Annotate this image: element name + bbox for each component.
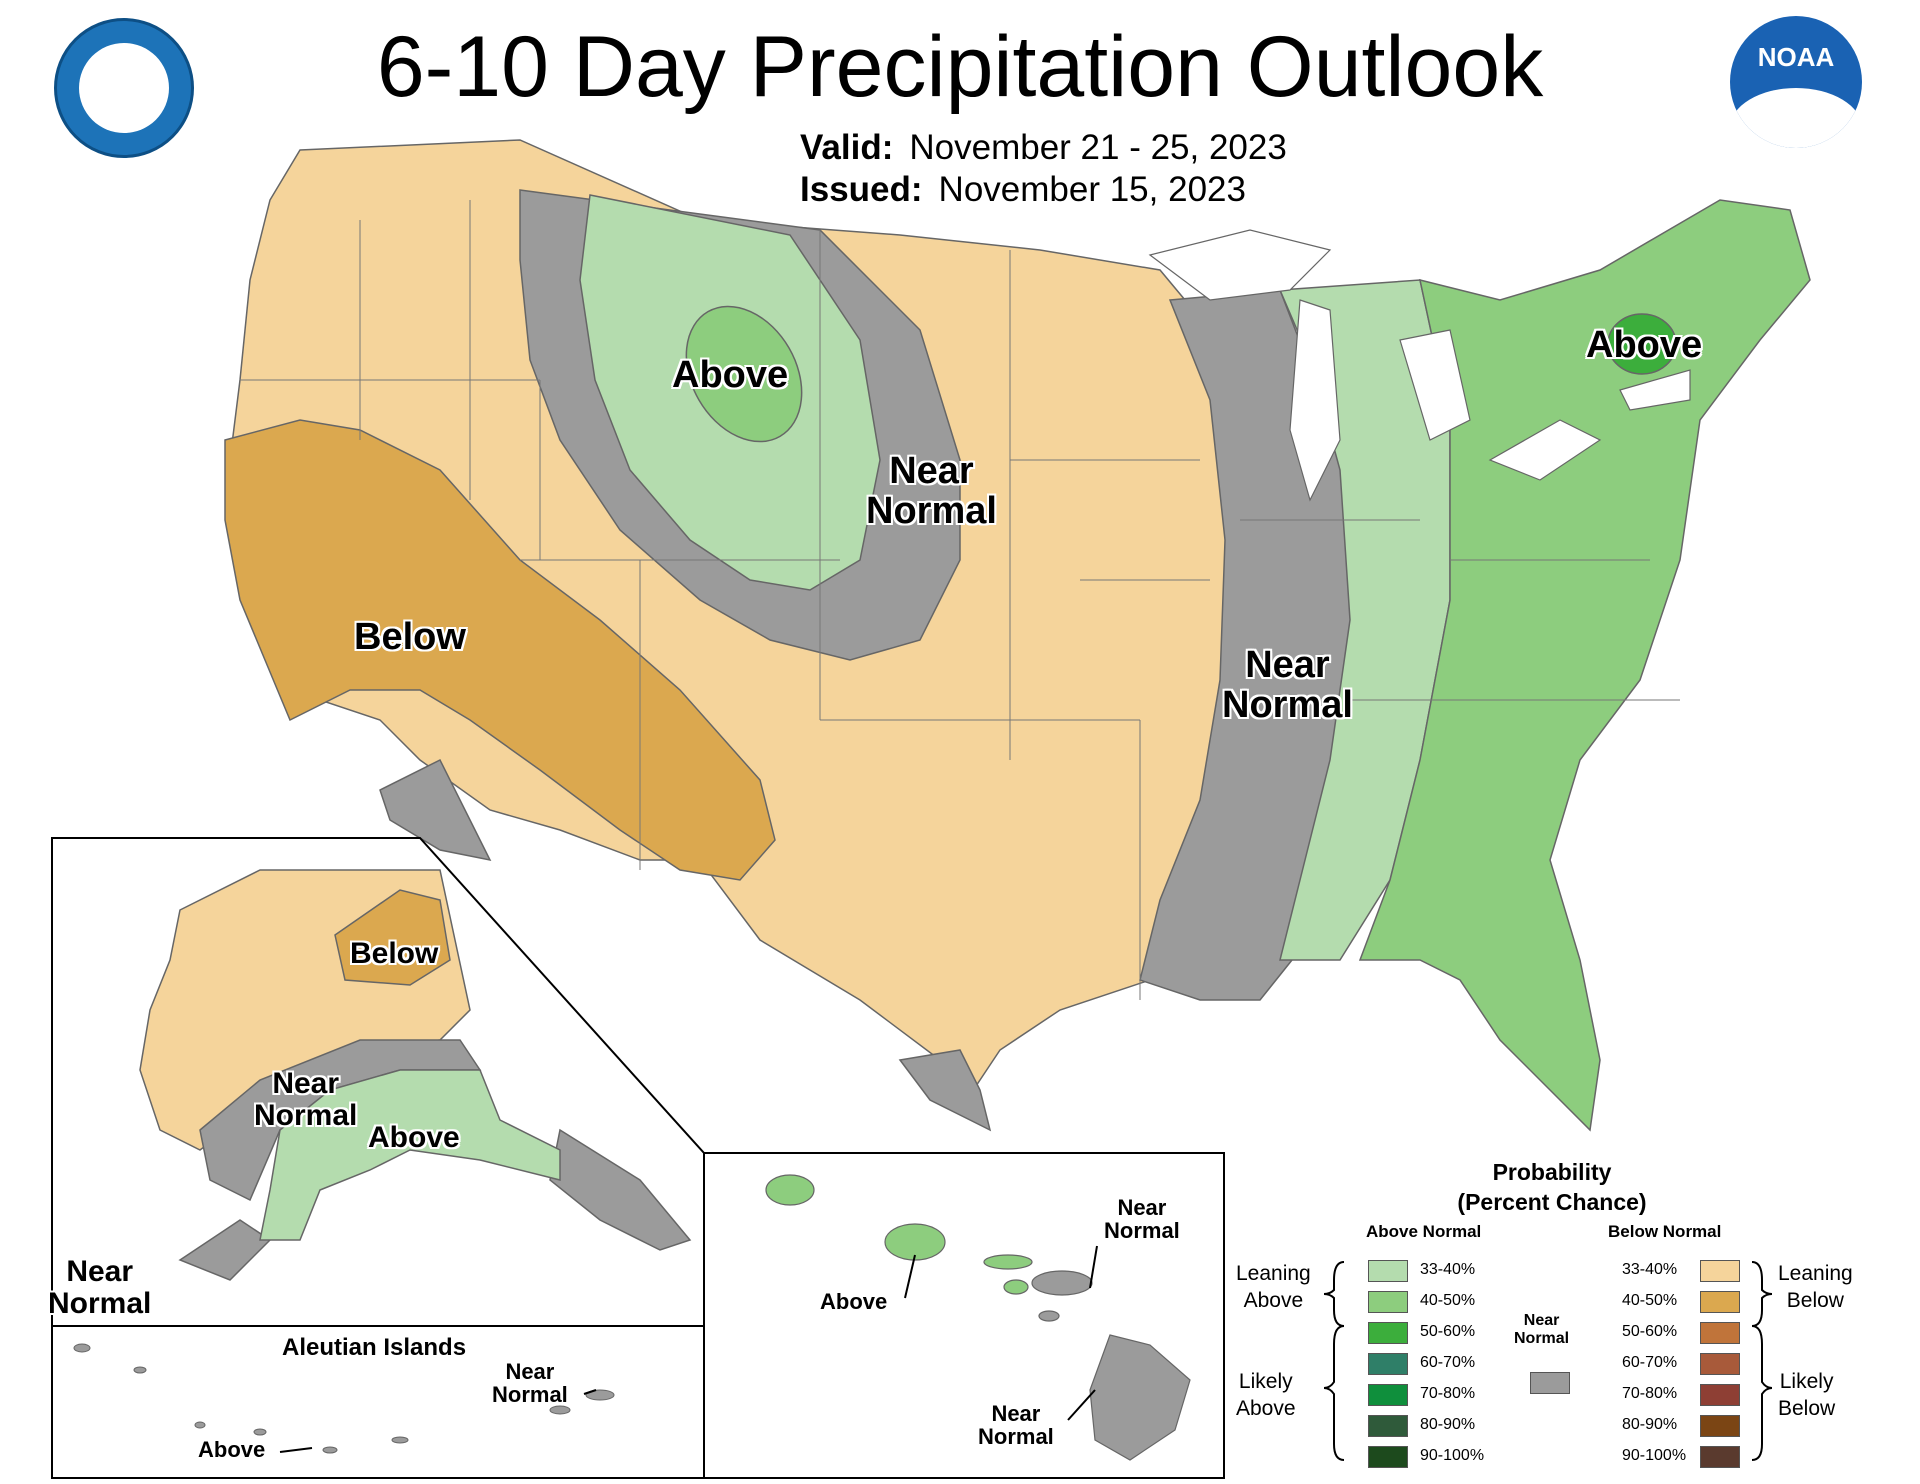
issued-date: Issued: November 15, 2023 (800, 170, 1246, 210)
hawaii-islands (765, 1174, 1191, 1461)
label-below-west: Below (354, 616, 466, 658)
legend-above-bin-label: 70-80% (1420, 1385, 1476, 1402)
valid-value: November 21 - 25, 2023 (909, 128, 1287, 167)
legend-below-bin-swatch (1700, 1260, 1740, 1282)
legend-above-bin-label: 90-100% (1420, 1447, 1485, 1464)
label-alaska-below: Below (350, 937, 439, 970)
legend-above-bin-swatch (1368, 1415, 1408, 1437)
alaska-above-region (259, 1069, 561, 1241)
legend-below-normal-heading: Below Normal (1608, 1222, 1722, 1241)
southwest-below-region (224, 419, 776, 881)
label-aleutian-near-normal: Near Normal (492, 1359, 568, 1408)
legend-above-bin-label: 60-70% (1420, 1354, 1476, 1371)
northern-above-core-region (685, 305, 803, 443)
noaa-logo-text: NOAA (1757, 42, 1835, 72)
south-texas-near-normal-region (898, 1049, 992, 1132)
legend-below-bin-swatch (1700, 1415, 1740, 1437)
southwest-near-normal-region (379, 758, 492, 862)
legend-above-bin-swatch (1368, 1384, 1408, 1406)
legend-above-bin-label: 50-60% (1420, 1323, 1476, 1340)
legend-leaning-below-label: Leaning Below (1778, 1262, 1853, 1313)
legend-below-bin-label: 50-60% (1622, 1323, 1678, 1340)
label-above-northeast: Above (1586, 324, 1703, 366)
valid-dates: Valid: November 21 - 25, 2023 (800, 128, 1287, 168)
legend-likely-above-label: Likely Above (1236, 1370, 1296, 1421)
great-lakes (1148, 229, 1691, 502)
label-aleutian-above: Above (198, 1437, 266, 1462)
legend-above-bin-swatch (1368, 1291, 1408, 1313)
legend-below-bin-label: 90-100% (1622, 1447, 1687, 1464)
legend-below-bin-label: 70-80% (1622, 1385, 1678, 1402)
label-hawaii-above: Above (820, 1289, 888, 1314)
legend-below-bin-swatch (1700, 1353, 1740, 1375)
label-alaska-near-normal-sw: Near Normal (48, 1255, 152, 1320)
legend-below-bin-swatch (1700, 1446, 1740, 1468)
east-above-region (1358, 199, 1811, 1132)
legend-below-bin-label: 33-40% (1622, 1261, 1678, 1278)
legend-near-normal-swatch (1530, 1372, 1570, 1394)
label-near-normal-north: Near Normal (866, 450, 997, 532)
legend-above-normal-heading: Above Normal (1366, 1222, 1482, 1241)
legend-leaning-above-label: Leaning Above (1236, 1262, 1311, 1313)
legend-above-bin-label: 80-90% (1420, 1416, 1476, 1433)
department-of-commerce-seal (54, 18, 194, 158)
label-leader-lines (279, 1245, 1098, 1453)
label-hawaii-near-normal-top: Near Normal (1104, 1195, 1180, 1244)
legend-below-bin-swatch (1700, 1384, 1740, 1406)
legend-above-bin-swatch (1368, 1322, 1408, 1344)
label-hawaii-near-normal-bottom: Near Normal (978, 1401, 1054, 1450)
aleutian-islands (73, 1343, 615, 1454)
legend-below-bin-label: 80-90% (1622, 1416, 1678, 1433)
aleutian-inset-frame (51, 1325, 705, 1479)
label-alaska-near-normal: Near Normal (254, 1067, 358, 1132)
legend-near-normal-heading: Near Normal (1514, 1312, 1570, 1347)
valid-label: Valid: (800, 128, 894, 167)
page-title: 6-10 Day Precipitation Outlook (376, 19, 1544, 115)
issued-value: November 15, 2023 (938, 170, 1246, 209)
legend-above-bin-label: 33-40% (1420, 1261, 1476, 1278)
northeast-above-core-region (1607, 313, 1677, 375)
state-boundaries (240, 200, 1680, 1000)
label-above-north: Above (672, 354, 789, 396)
legend-below-bin-label: 40-50% (1622, 1292, 1678, 1309)
legend-below-bin-swatch (1700, 1322, 1740, 1344)
noaa-logo: NOAA (1730, 16, 1862, 148)
legend-above-bin-swatch (1368, 1260, 1408, 1282)
legend-above-bin-swatch (1368, 1353, 1408, 1375)
aleutian-islands-title: Aleutian Islands (282, 1334, 467, 1361)
issued-label: Issued: (800, 170, 923, 209)
legend-above-bin-label: 40-50% (1420, 1292, 1476, 1309)
legend-below-bin-swatch (1700, 1291, 1740, 1313)
label-alaska-above: Above (368, 1121, 460, 1154)
legend-likely-below-label: Likely Below (1778, 1370, 1836, 1421)
legend-title: Probability (Percent Chance) (1457, 1159, 1647, 1215)
label-near-normal-east: Near Normal (1222, 644, 1353, 726)
legend-above-bin-swatch (1368, 1446, 1408, 1468)
legend-below-bin-label: 60-70% (1622, 1354, 1678, 1371)
alaska-below-region (334, 889, 451, 986)
